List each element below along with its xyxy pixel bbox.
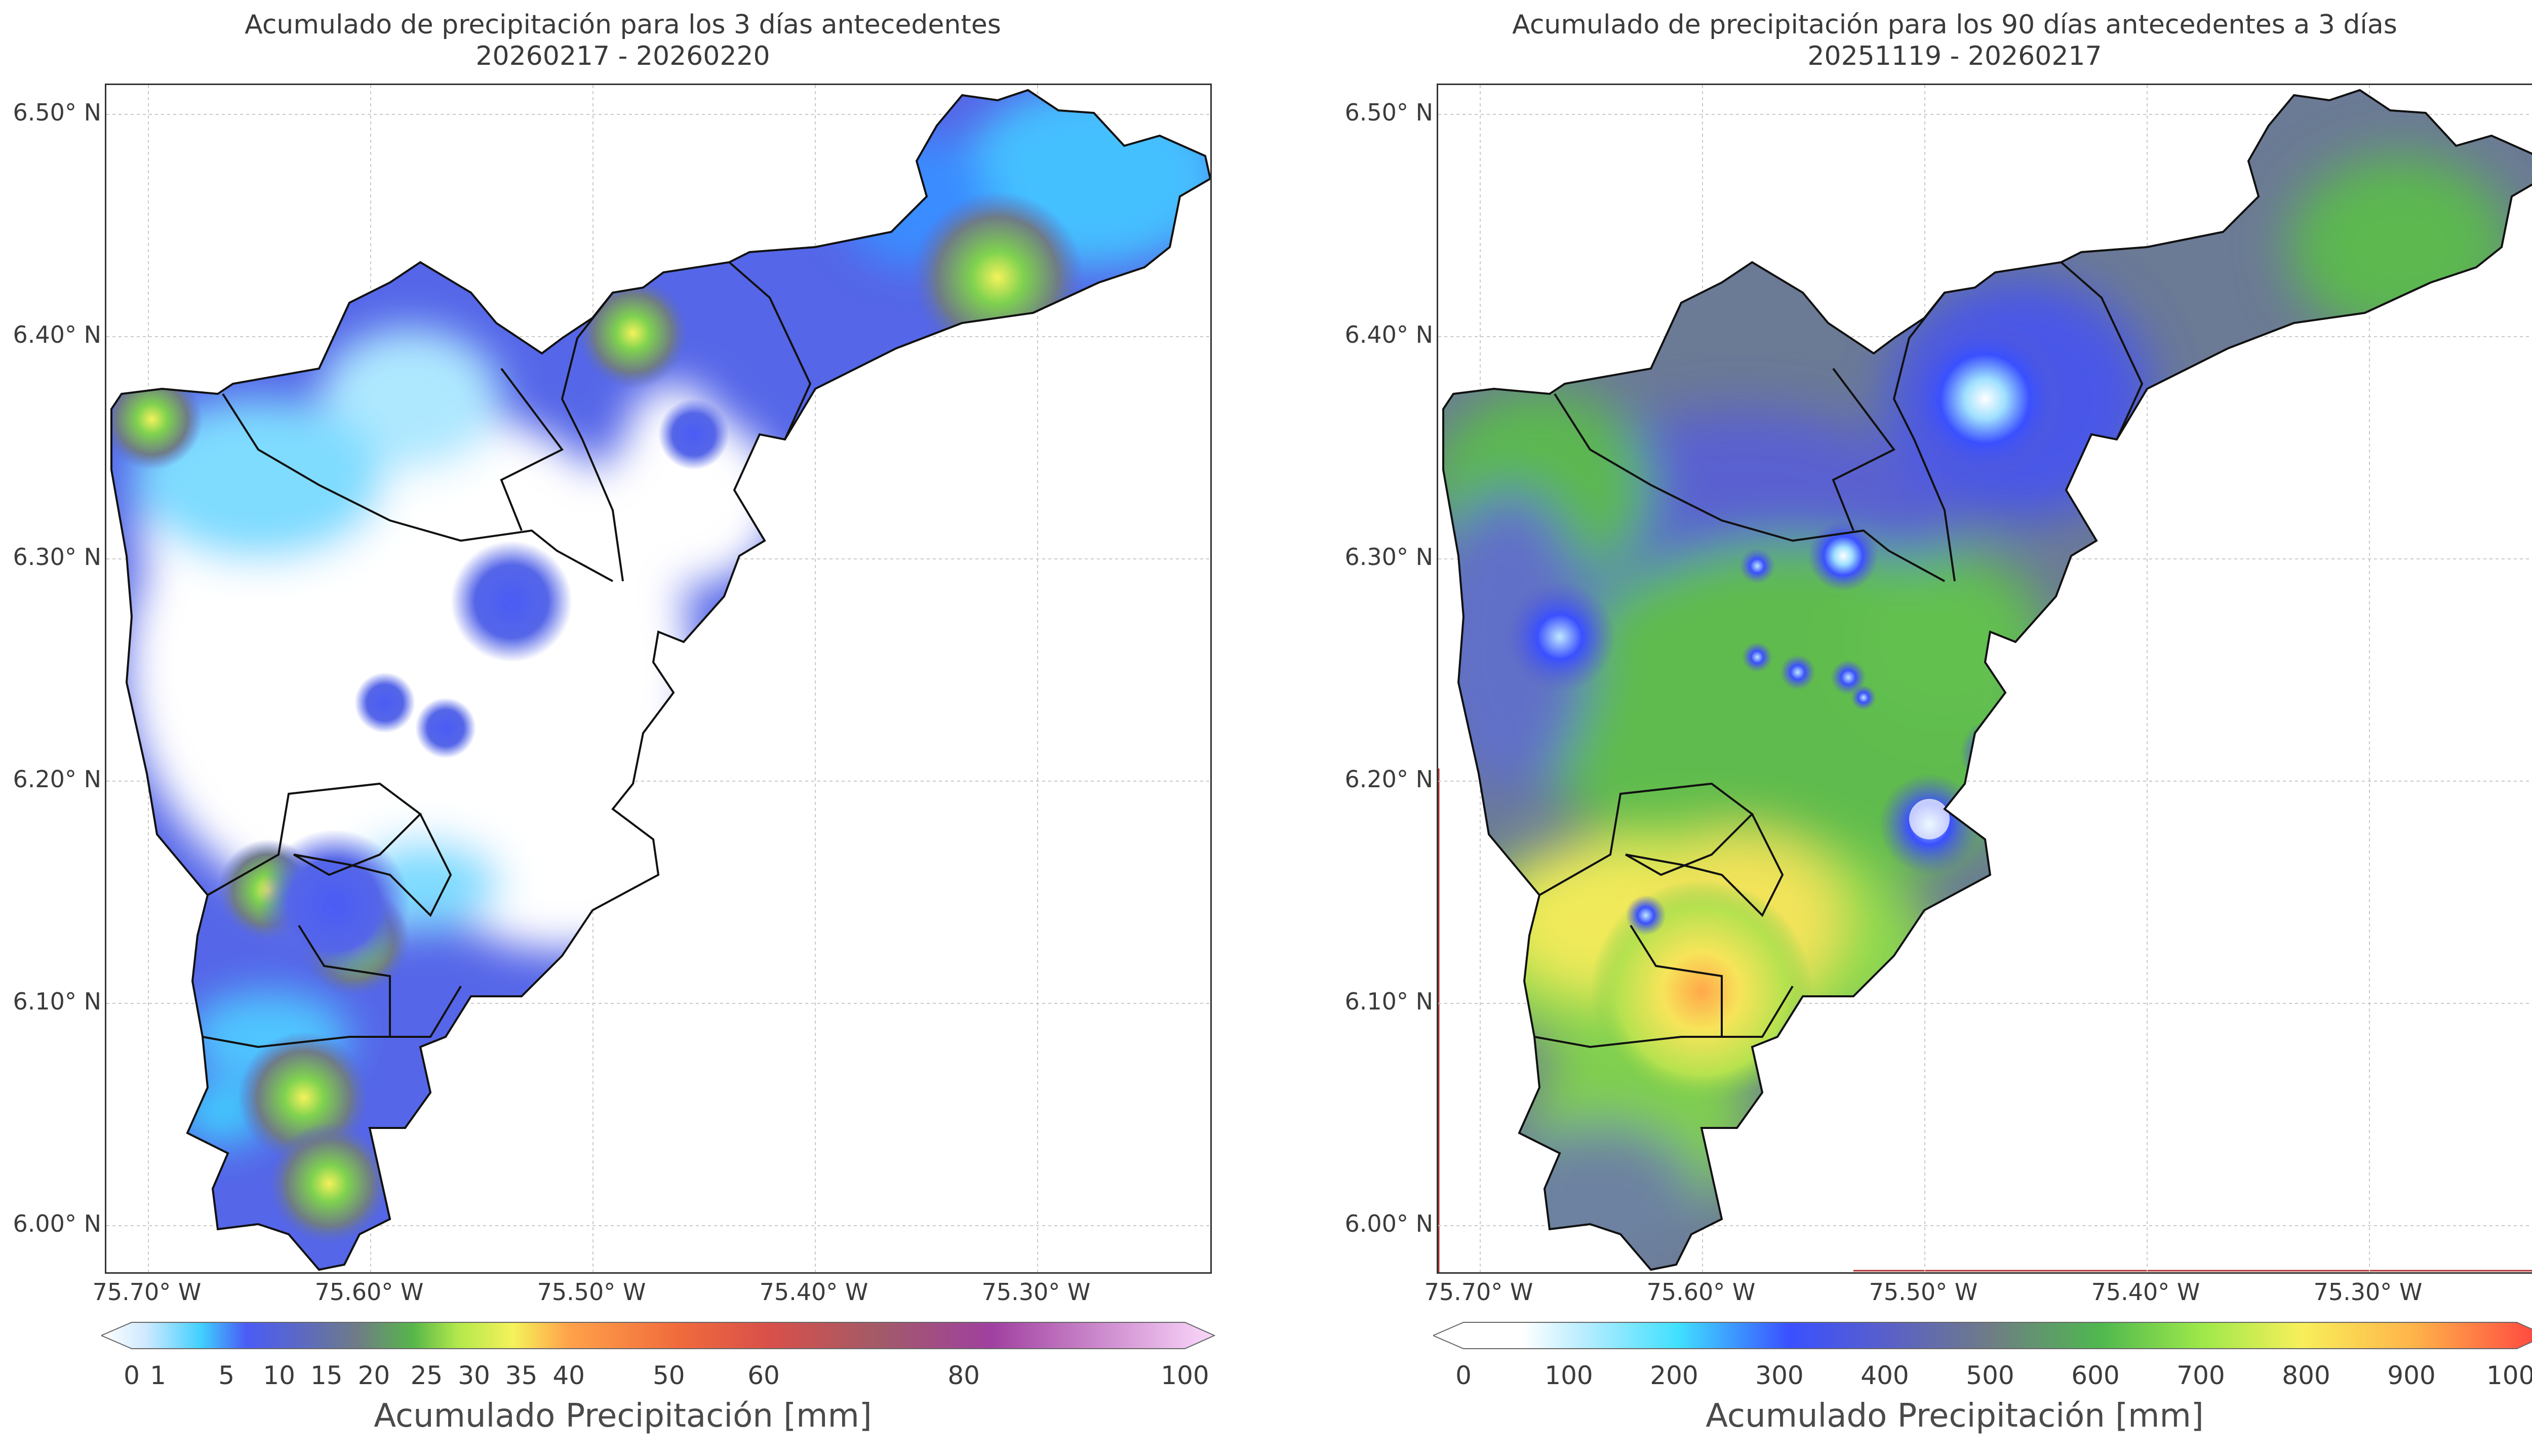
- right-colorbar-tick-400: 400: [1861, 1361, 1909, 1390]
- y-label-600-right: 6.00° N: [1344, 1210, 1433, 1237]
- left-colorbar-tick-15: 15: [310, 1361, 343, 1390]
- y-label-620: 6.20° N: [13, 765, 101, 793]
- y-label-650-right: 6.50° N: [1344, 99, 1433, 126]
- y-label-600: 6.00° N: [13, 1210, 101, 1237]
- right-precip-field: [1443, 90, 2532, 1270]
- left-colorbar-tick-60: 60: [747, 1361, 780, 1390]
- left-colorbar-tick-0: 0: [124, 1361, 140, 1390]
- x-label-7570: 75.70° W: [92, 1278, 202, 1306]
- right-colorbar-tick-900: 900: [2387, 1361, 2436, 1390]
- left-colorbar-tick-5: 5: [218, 1361, 235, 1390]
- left-colorbar-tick-10: 10: [263, 1361, 295, 1390]
- left-map-date-range: 20260217 - 20260220: [476, 41, 770, 71]
- right-colorbar-tick-600: 600: [2071, 1361, 2120, 1390]
- x-label-7570-right: 75.70° W: [1424, 1278, 1533, 1306]
- y-label-640: 6.40° N: [13, 321, 101, 348]
- right-map-title: Acumulado de precipitación para los 90 d…: [1512, 10, 2397, 40]
- y-label-630-right: 6.30° N: [1344, 543, 1433, 571]
- y-label-610-right: 6.10° N: [1344, 988, 1433, 1015]
- left-precip-field: [111, 90, 1210, 1270]
- left-colorbar: [101, 1322, 1215, 1349]
- right-precip-map: [1438, 85, 2532, 1272]
- right-colorbar-tick-800: 800: [2282, 1361, 2330, 1390]
- right-map-area: [1437, 84, 2532, 1274]
- right-colorbar-label: Acumulado Precipitación [mm]: [1706, 1397, 2204, 1435]
- right-colorbar-tick-0: 0: [1455, 1361, 1472, 1390]
- x-label-7560: 75.60° W: [314, 1278, 424, 1306]
- left-colorbar-tick-20: 20: [358, 1361, 390, 1390]
- left-colorbar-tick-35: 35: [505, 1361, 538, 1390]
- x-label-7530: 75.30° W: [981, 1278, 1091, 1306]
- x-label-7550: 75.50° W: [537, 1278, 646, 1306]
- left-colorbar-tick-1: 1: [150, 1361, 166, 1390]
- left-colorbar-tick-40: 40: [552, 1361, 585, 1390]
- left-colorbar-label: Acumulado Precipitación [mm]: [374, 1397, 872, 1435]
- x-label-7540: 75.40° W: [759, 1278, 868, 1306]
- left-colorbar-tick-100: 100: [1161, 1361, 1209, 1390]
- y-label-630: 6.30° N: [13, 543, 101, 571]
- x-label-7530-right: 75.30° W: [2313, 1278, 2423, 1306]
- left-map-area: [105, 84, 1212, 1274]
- x-label-7550-right: 75.50° W: [1869, 1278, 1978, 1306]
- left-colorbar-tick-25: 25: [410, 1361, 443, 1390]
- left-municipality-borders: [110, 89, 1210, 1271]
- x-label-7560-right: 75.60° W: [1646, 1278, 1756, 1306]
- right-colorbar-tick-1000: 1000: [2486, 1361, 2532, 1390]
- y-label-650: 6.50° N: [13, 99, 101, 126]
- right-colorbar-tick-200: 200: [1650, 1361, 1698, 1390]
- y-label-610: 6.10° N: [13, 988, 101, 1015]
- right-colorbar-tick-500: 500: [1966, 1361, 2014, 1390]
- right-map-panel: Acumulado de precipitación para los 90 d…: [1332, 0, 2532, 1456]
- right-municipality-borders: [1442, 89, 2532, 1271]
- y-label-640-right: 6.40° N: [1344, 321, 1433, 348]
- x-label-7540-right: 75.40° W: [2091, 1278, 2200, 1306]
- right-colorbar-tick-300: 300: [1755, 1361, 1804, 1390]
- right-map-date-range: 20251119 - 20260217: [1807, 41, 2102, 71]
- left-colorbar-tick-50: 50: [652, 1361, 685, 1390]
- left-map-panel: Acumulado de precipitación para los 3 dí…: [0, 0, 1246, 1456]
- left-colorbar-tick-80: 80: [947, 1361, 980, 1390]
- right-colorbar-tick-700: 700: [2177, 1361, 2225, 1390]
- left-map-title: Acumulado de precipitación para los 3 dí…: [245, 10, 1001, 40]
- right-colorbar-tick-100: 100: [1545, 1361, 1593, 1390]
- right-colorbar: [1433, 1322, 2532, 1349]
- left-precip-map: [106, 85, 1210, 1272]
- left-colorbar-tick-30: 30: [458, 1361, 490, 1390]
- y-label-620-right: 6.20° N: [1344, 765, 1433, 793]
